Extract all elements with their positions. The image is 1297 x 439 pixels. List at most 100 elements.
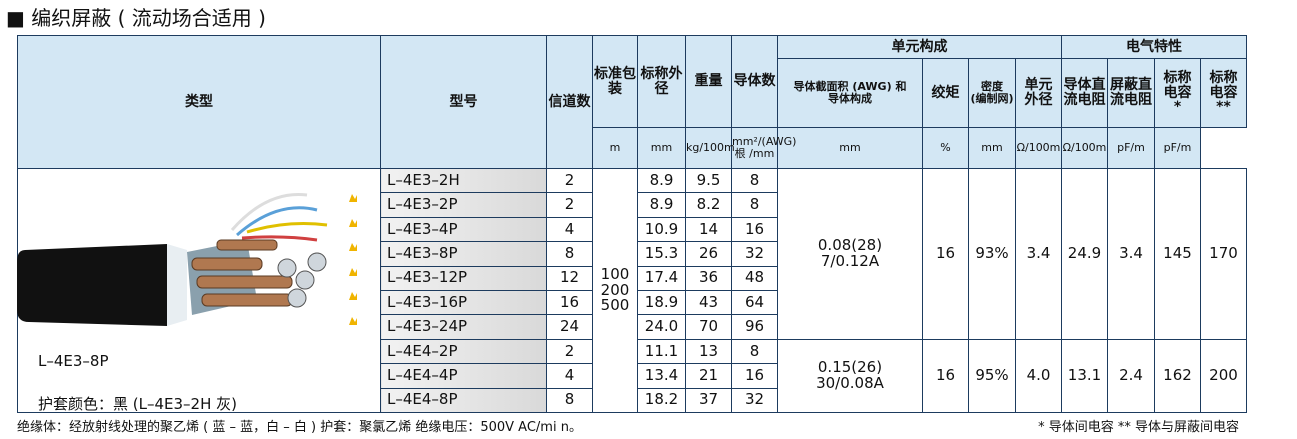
spec: 0.08(28) 7/0.12A xyxy=(777,168,923,340)
cell: 18.2 xyxy=(637,387,686,413)
cell: 13 xyxy=(685,338,732,365)
spec: 170 xyxy=(1200,168,1247,340)
cell: 32 xyxy=(731,241,778,267)
spec: 93% xyxy=(968,168,1016,340)
unit: Ω/100m xyxy=(1015,127,1062,169)
cell: 2 xyxy=(546,167,593,194)
cell: 15.3 xyxy=(637,241,686,267)
cell: 21 xyxy=(685,363,732,389)
table-row: L–4E3–4P 4 10.9 14 16 xyxy=(18,216,1247,243)
spec: 3.4 xyxy=(1107,168,1155,340)
cell: 8 xyxy=(731,192,778,218)
column-header: 信道数 xyxy=(546,35,593,169)
column-header: 型号 xyxy=(380,35,547,169)
unit: Ω/100m xyxy=(1061,127,1108,169)
cell: 8.9 xyxy=(637,167,686,194)
model: L–4E3–2H xyxy=(380,167,547,194)
table-row: L–4E4–8P 8 18.2 37 32 xyxy=(18,387,1247,413)
table-row: L–4E3–24P 24 24.0 70 96 xyxy=(18,314,1247,340)
cell: 96 xyxy=(731,314,778,340)
packaging: 100 200 500 xyxy=(592,168,638,413)
model: L–4E3–12P xyxy=(380,265,547,291)
unit: mm xyxy=(637,127,686,169)
cell: 24 xyxy=(546,314,593,340)
cell: 4 xyxy=(546,216,593,243)
cell: 8 xyxy=(546,387,593,413)
column-header: 密度 (编制网) xyxy=(968,58,1016,128)
cell: 24.0 xyxy=(637,314,686,340)
cell: 10.9 xyxy=(637,216,686,243)
model: L–4E3–8P xyxy=(380,241,547,267)
model: L–4E4–8P xyxy=(380,387,547,413)
cell: 64 xyxy=(731,289,778,316)
spec: 162 xyxy=(1154,338,1201,413)
table-row: L–4E3–16P 16 18.9 43 64 xyxy=(18,289,1247,316)
cell: 48 xyxy=(731,265,778,291)
column-header: 导体数 xyxy=(731,35,778,128)
model: L–4E3–2P xyxy=(380,192,547,218)
cable-illustration xyxy=(17,192,357,326)
cell: 18.9 xyxy=(637,289,686,316)
table-row: L–4E3–2P 2 8.9 8.2 8 xyxy=(18,192,1247,218)
cell: 8.9 xyxy=(637,192,686,218)
model: L–4E4–2P xyxy=(380,338,547,365)
table-row: L–4E4–4P 4 13.4 21 16 xyxy=(18,363,1247,389)
table-row: L–4E3–8P 8 15.3 26 32 xyxy=(18,241,1247,267)
unit: mm²/(AWG) 根 /mm xyxy=(731,127,796,169)
unit: % xyxy=(922,127,969,169)
unit: m xyxy=(592,127,638,169)
column-header: 类型 xyxy=(17,35,381,169)
column-header: 屏蔽直 流电阻 xyxy=(1107,58,1155,128)
cell: 16 xyxy=(546,289,593,316)
cell: 4 xyxy=(546,363,593,389)
table-row: 导体截面积 (AWG) 和 导体构成 绞矩 密度 (编制网) 单元 外径 导体直 流电阻… xyxy=(18,58,1247,128)
cell: 43 xyxy=(685,289,732,316)
cell: 16 xyxy=(731,216,778,243)
cell: 11.1 xyxy=(637,338,686,365)
cell: 9.5 xyxy=(685,167,732,194)
column-header: 导体直 流电阻 xyxy=(1061,58,1108,128)
cell: 36 xyxy=(685,265,732,291)
cell: 37 xyxy=(685,387,732,413)
spec: 16 xyxy=(922,168,969,340)
spec: 2.4 xyxy=(1107,338,1155,413)
cell: 16 xyxy=(731,363,778,389)
cell: 26 xyxy=(685,241,732,267)
title: ■ 编织屏蔽 ( 流动场合适用 ) xyxy=(6,6,266,30)
image-caption: L–4E3–8P xyxy=(38,352,109,370)
cell: 13.4 xyxy=(637,363,686,389)
table-row: L–4E4–2P 2 11.1 13 8 0.15(26) 30/0.08A 16 95% 4.… xyxy=(18,338,1247,413)
column-header: 标称外径 xyxy=(637,35,686,128)
footnote: 绝缘体：经放射线处理的聚乙烯 ( 蓝 – 蓝，白 – 白 ) 护套：聚氯乙烯 绝… xyxy=(17,420,582,435)
cell: 2 xyxy=(546,338,593,365)
model: L–4E4–4P xyxy=(380,363,547,389)
model: L–4E3–16P xyxy=(380,289,547,316)
spec: 200 xyxy=(1200,338,1247,413)
cell: 8.2 xyxy=(685,192,732,218)
unit: mm xyxy=(777,127,923,169)
column-header: 导体截面积 (AWG) 和 导体构成 xyxy=(777,58,923,128)
unit: pF/m xyxy=(1154,127,1201,169)
cell: 12 xyxy=(546,265,593,291)
cell: 2 xyxy=(546,192,593,218)
column-header: 绞矩 xyxy=(922,58,969,128)
unit: mm xyxy=(968,127,1016,169)
table-row: L–4E3–12P 12 17.4 36 48 xyxy=(18,265,1247,291)
column-header: 标称 电容 ** xyxy=(1200,58,1247,128)
spec: 145 xyxy=(1154,168,1201,340)
table-row: m mm kg/100m mm²/(AWG) 根 /mm mm% mm Ω/100m Ω/10… xyxy=(18,127,1247,169)
spec: 4.0 xyxy=(1015,338,1062,413)
column-header: 单元 外径 xyxy=(1015,58,1062,128)
group-header: 单元构成 xyxy=(777,35,1062,59)
cell: 14 xyxy=(685,216,732,243)
unit: kg/100m xyxy=(685,127,735,169)
spec: 3.4 xyxy=(1015,168,1062,340)
cell: 8 xyxy=(731,338,778,365)
model: L–4E3–4P xyxy=(380,216,547,243)
cell: 17.4 xyxy=(637,265,686,291)
column-header: 标称 电容 * xyxy=(1154,58,1201,128)
column-header: 重量 xyxy=(685,35,732,128)
column-header: 标准包装 xyxy=(592,35,638,128)
table-row: 类型 型号 信道数 标准包装 标称外径 重量 导体数 单元构成 电气特性 xyxy=(17,35,1247,169)
